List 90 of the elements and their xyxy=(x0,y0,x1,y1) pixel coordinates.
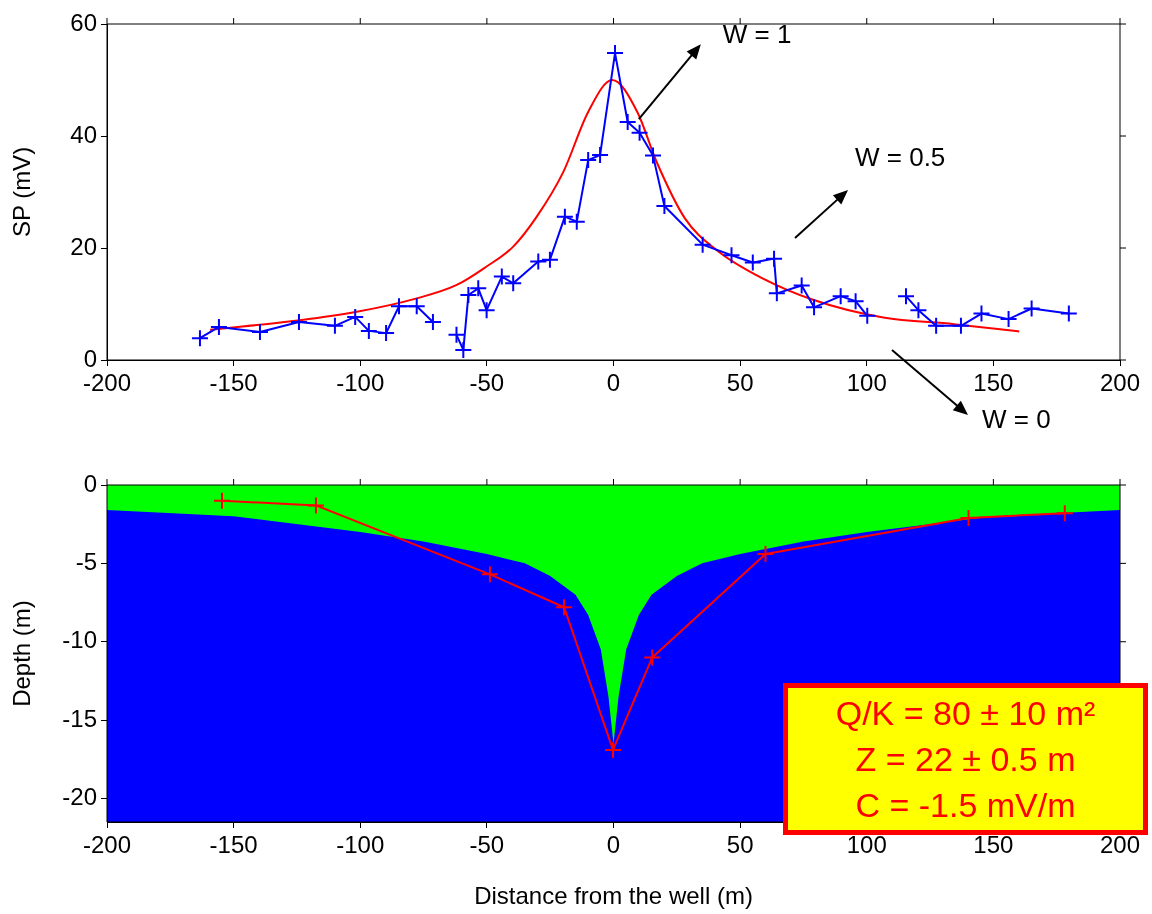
point xyxy=(480,565,499,584)
point xyxy=(390,297,408,316)
point xyxy=(423,312,442,331)
x-tick-label: 0 xyxy=(606,831,621,859)
annotation: C = -1.5 mV/m xyxy=(854,785,1077,826)
point xyxy=(477,301,496,320)
y-tick-label: -10 xyxy=(62,626,97,654)
x-tick-label: -100 xyxy=(336,369,385,397)
x-tick-label: -200 xyxy=(82,369,132,397)
point xyxy=(289,312,308,331)
point xyxy=(1022,299,1041,318)
point xyxy=(999,310,1018,329)
point xyxy=(805,298,824,317)
point xyxy=(722,246,741,265)
point xyxy=(567,212,586,231)
point xyxy=(644,146,663,165)
point xyxy=(469,279,488,298)
y-tick-label: 0 xyxy=(83,344,97,372)
y-tick-label: -20 xyxy=(62,783,97,811)
point xyxy=(618,113,637,131)
x-tick-label: -150 xyxy=(209,369,258,397)
point xyxy=(909,301,928,320)
point xyxy=(858,306,877,325)
point xyxy=(209,317,228,336)
point xyxy=(743,253,762,272)
point xyxy=(212,491,231,510)
point xyxy=(555,207,574,226)
point xyxy=(250,323,269,341)
point xyxy=(359,321,378,340)
x-tick-label: 200 xyxy=(1099,369,1141,397)
point xyxy=(459,286,478,305)
point xyxy=(555,598,574,617)
point xyxy=(447,325,466,344)
point xyxy=(1055,504,1074,523)
x-tick-label: -100 xyxy=(336,831,385,859)
point xyxy=(1059,304,1078,323)
point xyxy=(377,324,396,343)
line-series xyxy=(209,79,1021,333)
point xyxy=(603,740,622,759)
point xyxy=(951,316,970,335)
y-tick-label: 60 xyxy=(70,8,97,36)
point xyxy=(959,508,978,527)
point xyxy=(325,316,344,335)
point xyxy=(756,544,775,563)
annotation: W = 0.5 xyxy=(855,142,946,173)
x-tick-label: 200 xyxy=(1099,831,1141,859)
x-tick-label: 50 xyxy=(726,369,754,397)
point xyxy=(529,252,548,271)
point xyxy=(643,648,662,667)
annotation: W = 1 xyxy=(722,19,792,50)
point xyxy=(693,235,712,254)
y-tick-label: 20 xyxy=(70,232,97,260)
point xyxy=(579,151,598,170)
point xyxy=(846,292,865,311)
point xyxy=(927,316,946,335)
x-axis-title: Distance from the well (m) xyxy=(474,882,753,910)
y-tick-label: 40 xyxy=(70,120,97,148)
x-tick-label: 150 xyxy=(973,831,1014,859)
text: W = 0 xyxy=(982,404,1051,435)
x-tick-label: 100 xyxy=(846,369,887,397)
y-tick-label: -15 xyxy=(62,704,97,732)
y-axis-title: Depth (m) xyxy=(8,600,36,707)
point xyxy=(765,249,784,268)
point xyxy=(407,297,426,316)
point xyxy=(655,197,674,215)
point xyxy=(454,340,473,359)
point xyxy=(792,276,811,295)
x-tick-label: 100 xyxy=(846,831,887,859)
x-tick-label: 50 xyxy=(726,831,754,859)
annotation: Z = 22 ± 0.5 m xyxy=(854,739,1077,780)
y-tick-label: 0 xyxy=(83,469,97,497)
x-tick-label: 150 xyxy=(973,369,1014,397)
point xyxy=(540,250,559,269)
x-tick-label: -50 xyxy=(469,369,505,397)
point xyxy=(767,284,786,303)
y-tick-label: -5 xyxy=(75,548,97,575)
annotation: Q/K = 80 ± 10 m² xyxy=(834,693,1097,734)
point xyxy=(591,146,610,165)
point xyxy=(346,307,365,326)
point xyxy=(831,287,850,306)
x-tick-label: -200 xyxy=(82,831,132,859)
x-tick-label: -50 xyxy=(469,831,505,859)
x-tick-label: 0 xyxy=(606,369,621,397)
y-axis-title: SP (mV) xyxy=(8,146,36,238)
point xyxy=(972,304,991,323)
x-tick-label: -150 xyxy=(209,831,258,859)
point xyxy=(306,496,325,515)
point xyxy=(190,329,209,348)
point xyxy=(897,287,915,306)
point xyxy=(630,123,649,142)
